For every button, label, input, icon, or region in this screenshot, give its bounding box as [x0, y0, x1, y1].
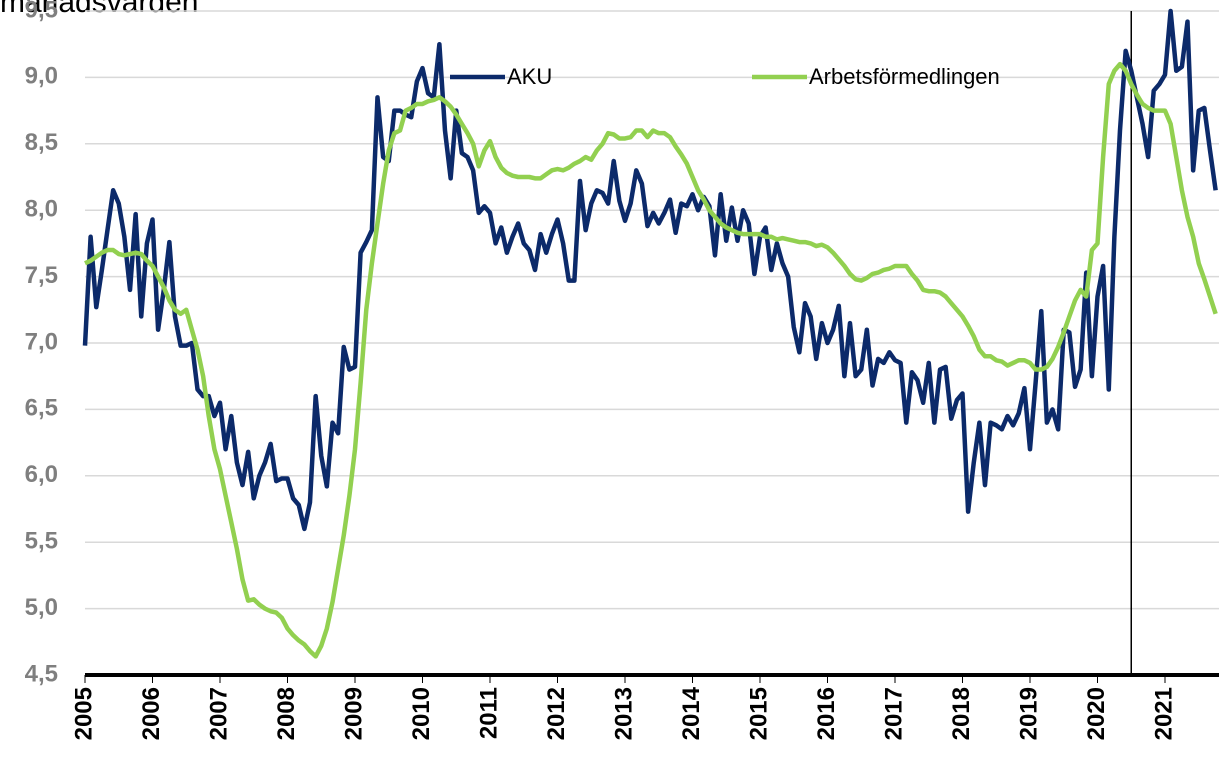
x-tick-label: 2016: [813, 687, 840, 740]
y-tick-label: 9,5: [25, 0, 58, 23]
x-tick-label: 2014: [678, 686, 705, 740]
series-line: [82, 8, 1218, 532]
x-tick-label: 2021: [1150, 687, 1177, 740]
legend-label: Arbetsförmedlingen: [809, 64, 1000, 89]
x-tick-label: 2015: [745, 687, 772, 740]
x-tick-label: 2008: [273, 687, 300, 740]
x-tick-label: 2010: [408, 687, 435, 740]
series-line: [84, 61, 1218, 659]
x-tick-label: 2018: [948, 687, 975, 740]
chart-title: månadsvärden: [0, 0, 198, 19]
y-tick-label: 4,5: [25, 660, 58, 687]
legend-label: AKU: [507, 64, 552, 89]
x-tick-label: 2009: [340, 687, 367, 740]
x-tick-label: 2019: [1015, 687, 1042, 740]
x-tick-label: 2011: [475, 687, 502, 739]
x-tick-label: 2017: [880, 687, 907, 740]
y-tick-label: 8,5: [25, 129, 58, 156]
x-tick-label: 2012: [543, 687, 570, 740]
x-tick-label: 2007: [205, 687, 232, 740]
x-tick-label: 2005: [70, 687, 97, 740]
y-tick-label: 9,0: [25, 63, 58, 90]
y-tick-label: 6,0: [25, 461, 58, 488]
y-tick-label: 7,5: [25, 262, 58, 289]
x-tick-label: 2020: [1083, 687, 1110, 740]
x-tick-label: 2013: [610, 687, 637, 740]
y-tick-label: 5,0: [25, 594, 58, 621]
y-tick-label: 6,5: [25, 395, 58, 422]
y-tick-label: 5,5: [25, 528, 58, 555]
x-tick-label: 2006: [138, 687, 165, 740]
y-tick-label: 7,0: [25, 328, 58, 355]
y-tick-label: 8,0: [25, 196, 58, 223]
